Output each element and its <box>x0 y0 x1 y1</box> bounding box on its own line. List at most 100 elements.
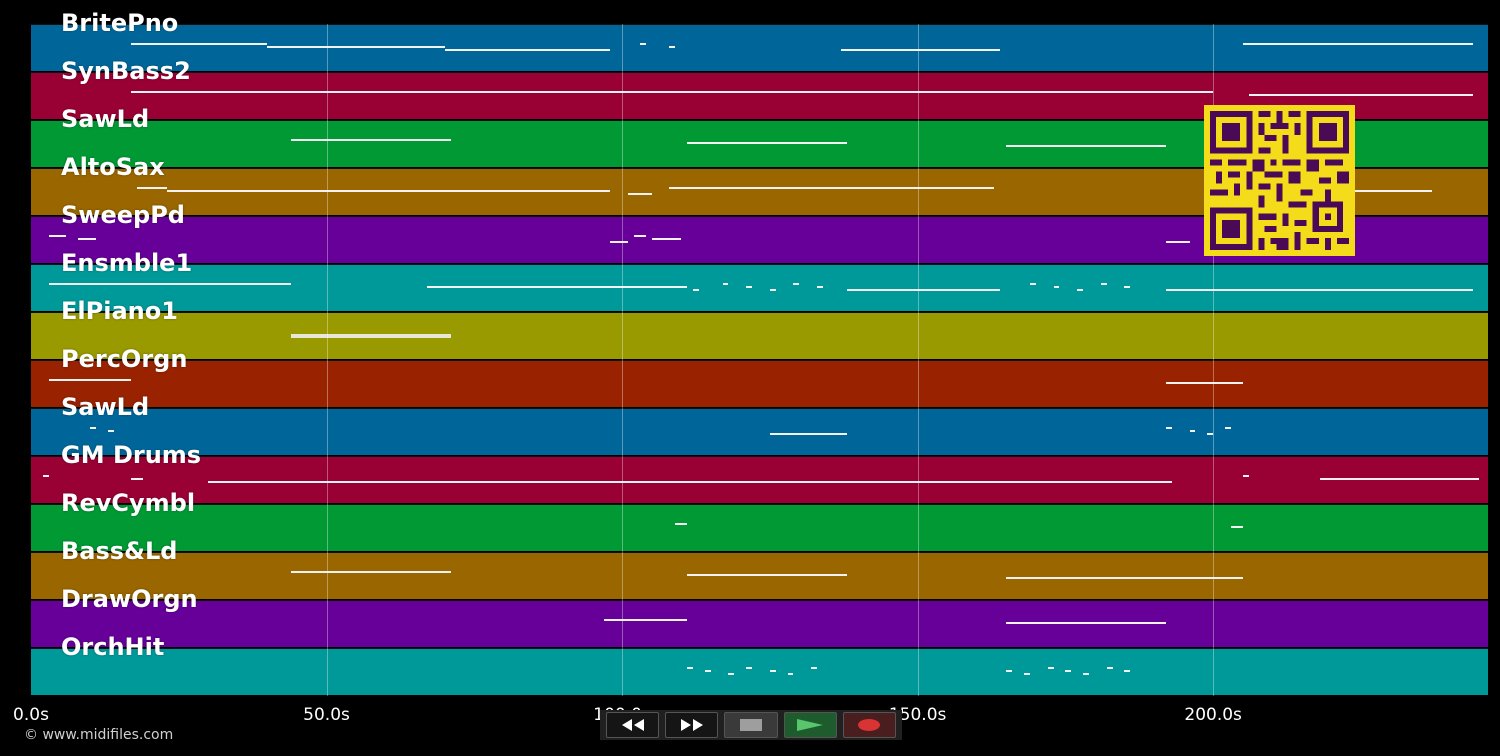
note-segment <box>675 523 688 525</box>
note-segment <box>746 286 753 288</box>
note-segment <box>846 289 1001 291</box>
note-segment <box>610 241 628 243</box>
note-segment <box>1083 673 1090 675</box>
time-gridline <box>326 24 328 696</box>
note-segment <box>651 238 682 240</box>
note-segment <box>90 427 96 429</box>
note-segment <box>1124 670 1131 672</box>
note-segment <box>131 91 1214 93</box>
note-segment <box>107 430 114 432</box>
note-segment <box>1207 433 1214 435</box>
rewind-button[interactable] <box>606 712 660 738</box>
note-segment <box>1165 241 1190 243</box>
note-segment <box>693 289 699 291</box>
note-segment <box>166 190 611 192</box>
track-label: Ensmble1 <box>61 249 193 277</box>
note-segment <box>1165 382 1243 384</box>
track-label: SawLd <box>61 105 150 133</box>
note-segment <box>811 667 818 669</box>
note-segment <box>1024 673 1030 675</box>
track-label: Bass&Ld <box>61 537 178 565</box>
track-label: SawLd <box>61 393 150 421</box>
track-lane <box>31 312 1488 359</box>
note-segment <box>1319 478 1480 480</box>
note-segment <box>1100 283 1107 285</box>
note-segment <box>793 283 800 285</box>
note-segment <box>1077 289 1084 291</box>
track-lane <box>31 360 1488 407</box>
time-tick-label: 150.0s <box>888 705 947 725</box>
track-label: SweepPd <box>61 201 185 229</box>
qr-code <box>1204 105 1355 256</box>
rewind-icon <box>621 719 644 731</box>
fast-forward-button[interactable] <box>665 712 719 738</box>
record-icon <box>858 719 881 731</box>
note-segment <box>1224 427 1231 429</box>
note-segment <box>48 283 292 285</box>
track-lane <box>31 648 1488 695</box>
note-segment <box>291 139 451 141</box>
note-segment <box>687 667 693 669</box>
note-segment <box>769 433 847 435</box>
note-segment <box>1124 286 1131 288</box>
note-segment <box>291 571 451 573</box>
track-lane <box>31 408 1488 455</box>
note-segment <box>627 193 652 195</box>
note-segment <box>1006 670 1013 672</box>
fast-forward-icon <box>680 719 703 731</box>
note-segment <box>639 43 646 45</box>
note-segment <box>687 142 847 144</box>
note-segment <box>840 49 1001 51</box>
note-segment <box>78 238 96 240</box>
stop-button[interactable] <box>724 712 778 738</box>
note-segment <box>817 286 824 288</box>
note-segment <box>1230 526 1243 528</box>
note-segment <box>728 673 735 675</box>
note-segment <box>1242 475 1249 477</box>
note-segment <box>1006 622 1166 624</box>
track-label: BritePno <box>61 9 179 37</box>
note-segment <box>1189 430 1196 432</box>
note-segment <box>1242 43 1474 45</box>
qr-code-icon <box>1204 105 1355 256</box>
play-icon <box>797 719 824 731</box>
note-segment <box>137 187 167 189</box>
note-segment <box>1006 577 1243 579</box>
note-segment <box>704 670 711 672</box>
note-segment <box>746 667 753 669</box>
time-gridline <box>917 24 919 696</box>
note-segment <box>267 46 445 48</box>
track-label: ElPiano1 <box>61 297 178 325</box>
record-button[interactable] <box>842 712 897 738</box>
track-label: SynBass2 <box>61 57 191 85</box>
note-segment <box>769 289 776 291</box>
note-segment <box>131 43 268 45</box>
note-segment <box>1165 427 1172 429</box>
track-lane <box>31 24 1488 71</box>
note-segment <box>687 574 847 576</box>
track-lane <box>31 456 1488 503</box>
note-segment <box>291 334 451 338</box>
note-segment <box>427 286 688 288</box>
track-label: AltoSax <box>61 153 165 181</box>
note-segment <box>1248 94 1474 96</box>
stop-icon <box>740 719 762 731</box>
note-segment <box>669 46 676 48</box>
track-label: DrawOrgn <box>61 585 198 613</box>
transport-controls <box>600 710 902 740</box>
note-segment <box>1165 289 1474 291</box>
track-label: GM Drums <box>61 441 202 469</box>
track-lane <box>31 600 1488 647</box>
note-segment <box>604 619 688 621</box>
note-segment <box>722 283 729 285</box>
note-segment <box>131 478 144 480</box>
copyright-text: © www.midifiles.com <box>24 727 174 743</box>
play-button[interactable] <box>783 712 837 738</box>
time-tick-label: 50.0s <box>303 705 350 725</box>
track-lane <box>31 264 1488 311</box>
track-label: OrchHit <box>61 633 165 661</box>
track-label: RevCymbl <box>61 489 196 517</box>
note-segment <box>48 235 67 237</box>
note-segment <box>1029 283 1036 285</box>
note-segment <box>1047 667 1054 669</box>
